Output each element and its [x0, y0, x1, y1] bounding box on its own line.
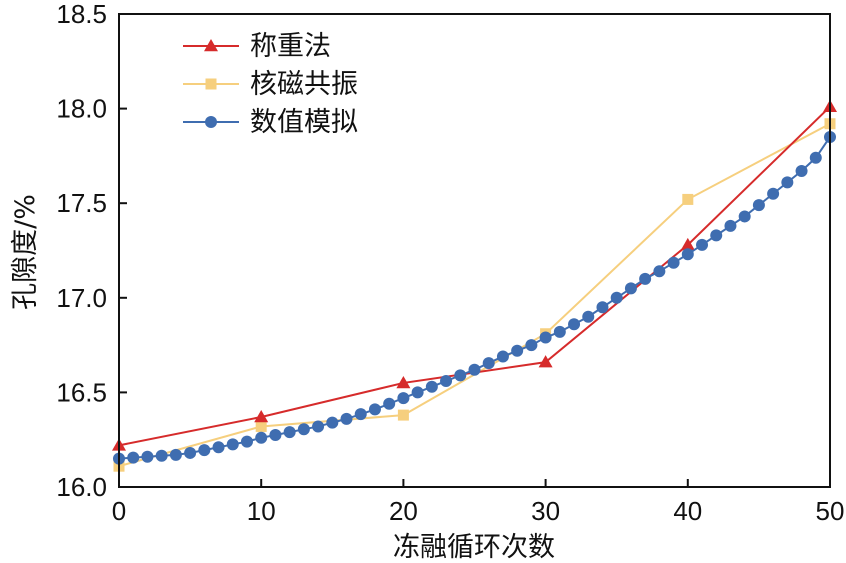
data-point-simulation	[255, 431, 268, 444]
x-tick-label: 20	[389, 496, 418, 526]
y-axis-title: 孔隙度/%	[10, 194, 41, 310]
data-point-simulation	[738, 210, 751, 223]
y-tick-label: 17.0	[56, 283, 107, 313]
legend-label-nmr: 核磁共振	[250, 69, 358, 100]
series-simulation	[113, 130, 836, 465]
x-tick-label: 50	[816, 496, 845, 526]
legend-marker-nmr	[205, 78, 217, 90]
y-tick-label: 18.0	[56, 94, 107, 124]
data-point-simulation	[525, 339, 538, 352]
data-point-simulation	[169, 448, 182, 461]
data-point-simulation	[226, 438, 239, 451]
legend-item-simulation: 数值模拟	[183, 107, 358, 138]
x-tick-label: 40	[673, 496, 702, 526]
data-point-simulation	[639, 272, 652, 285]
data-point-simulation	[454, 369, 467, 382]
legend-marker-weighing	[204, 39, 218, 52]
series-line-weighing	[118, 105, 831, 447]
data-point-simulation	[184, 446, 197, 459]
data-point-simulation	[710, 229, 723, 242]
data-point-simulation	[354, 408, 367, 421]
data-point-weighing	[680, 237, 695, 251]
data-point-simulation	[283, 426, 296, 439]
data-point-simulation	[781, 176, 794, 189]
y-tick-label: 16.0	[56, 472, 107, 502]
series-line-simulation	[118, 136, 831, 460]
data-point-simulation	[681, 248, 694, 261]
data-point-weighing	[538, 355, 553, 368]
data-point-simulation	[496, 350, 509, 363]
tick-labels: 0 10 20 30 40 50 16.0 16.5 17.0 17.5 18.0 18.5	[56, 0, 844, 526]
data-point-simulation	[582, 310, 595, 323]
x-tick-label: 0	[112, 496, 126, 526]
data-point-simulation	[198, 444, 211, 457]
data-point-simulation	[795, 165, 808, 178]
y-tick-label: 18.5	[56, 0, 107, 29]
series-layer	[112, 99, 837, 472]
data-point-simulation	[482, 357, 495, 370]
data-point-simulation	[440, 375, 453, 388]
data-point-nmr	[682, 193, 694, 205]
data-point-simulation	[368, 403, 381, 416]
legend-marker-simulation	[205, 116, 217, 128]
data-point-simulation	[326, 416, 339, 429]
data-point-simulation	[411, 386, 424, 399]
data-point-simulation	[383, 397, 396, 410]
plot-frame	[118, 13, 831, 488]
data-point-simulation	[653, 265, 666, 278]
data-point-simulation	[610, 291, 623, 304]
data-point-weighing	[396, 375, 411, 389]
data-point-simulation	[425, 380, 438, 393]
data-point-simulation	[127, 451, 140, 464]
x-tick-label: 10	[247, 496, 276, 526]
legend-item-weighing: 称重法	[183, 31, 331, 62]
data-point-simulation	[297, 423, 310, 436]
data-point-simulation	[269, 428, 282, 441]
data-point-simulation	[511, 344, 524, 357]
data-point-simulation	[624, 282, 637, 295]
data-point-nmr	[255, 420, 267, 432]
data-point-simulation	[141, 450, 154, 463]
data-point-simulation	[553, 325, 566, 338]
series-weighing	[112, 99, 837, 451]
legend: 称重法 核磁共振 数值模拟	[183, 31, 358, 138]
data-point-simulation	[155, 449, 168, 462]
data-point-simulation	[596, 301, 609, 314]
legend-item-nmr: 核磁共振	[183, 69, 358, 100]
x-axis-title: 冻融循环次数	[393, 532, 555, 563]
data-point-simulation	[696, 238, 709, 251]
data-point-simulation	[809, 151, 822, 164]
data-point-simulation	[667, 256, 680, 269]
y-tick-label: 16.5	[56, 377, 107, 407]
data-point-simulation	[767, 187, 780, 200]
data-point-weighing	[254, 409, 269, 423]
series-line-nmr	[118, 122, 831, 468]
data-point-simulation	[240, 435, 253, 448]
y-tick-label: 17.5	[56, 188, 107, 218]
data-point-simulation	[312, 420, 325, 433]
data-point-simulation	[212, 441, 225, 454]
data-point-simulation	[539, 331, 552, 344]
legend-label-simulation: 数值模拟	[250, 107, 358, 138]
series-nmr	[113, 118, 836, 472]
data-point-simulation	[724, 219, 737, 232]
data-point-simulation	[752, 199, 765, 212]
data-point-simulation	[568, 318, 581, 331]
data-point-simulation	[468, 363, 481, 376]
data-point-simulation	[397, 392, 410, 405]
data-point-simulation	[340, 412, 353, 425]
x-tick-label: 30	[531, 496, 560, 526]
data-point-nmr	[397, 409, 409, 421]
legend-label-weighing: 称重法	[250, 31, 331, 62]
